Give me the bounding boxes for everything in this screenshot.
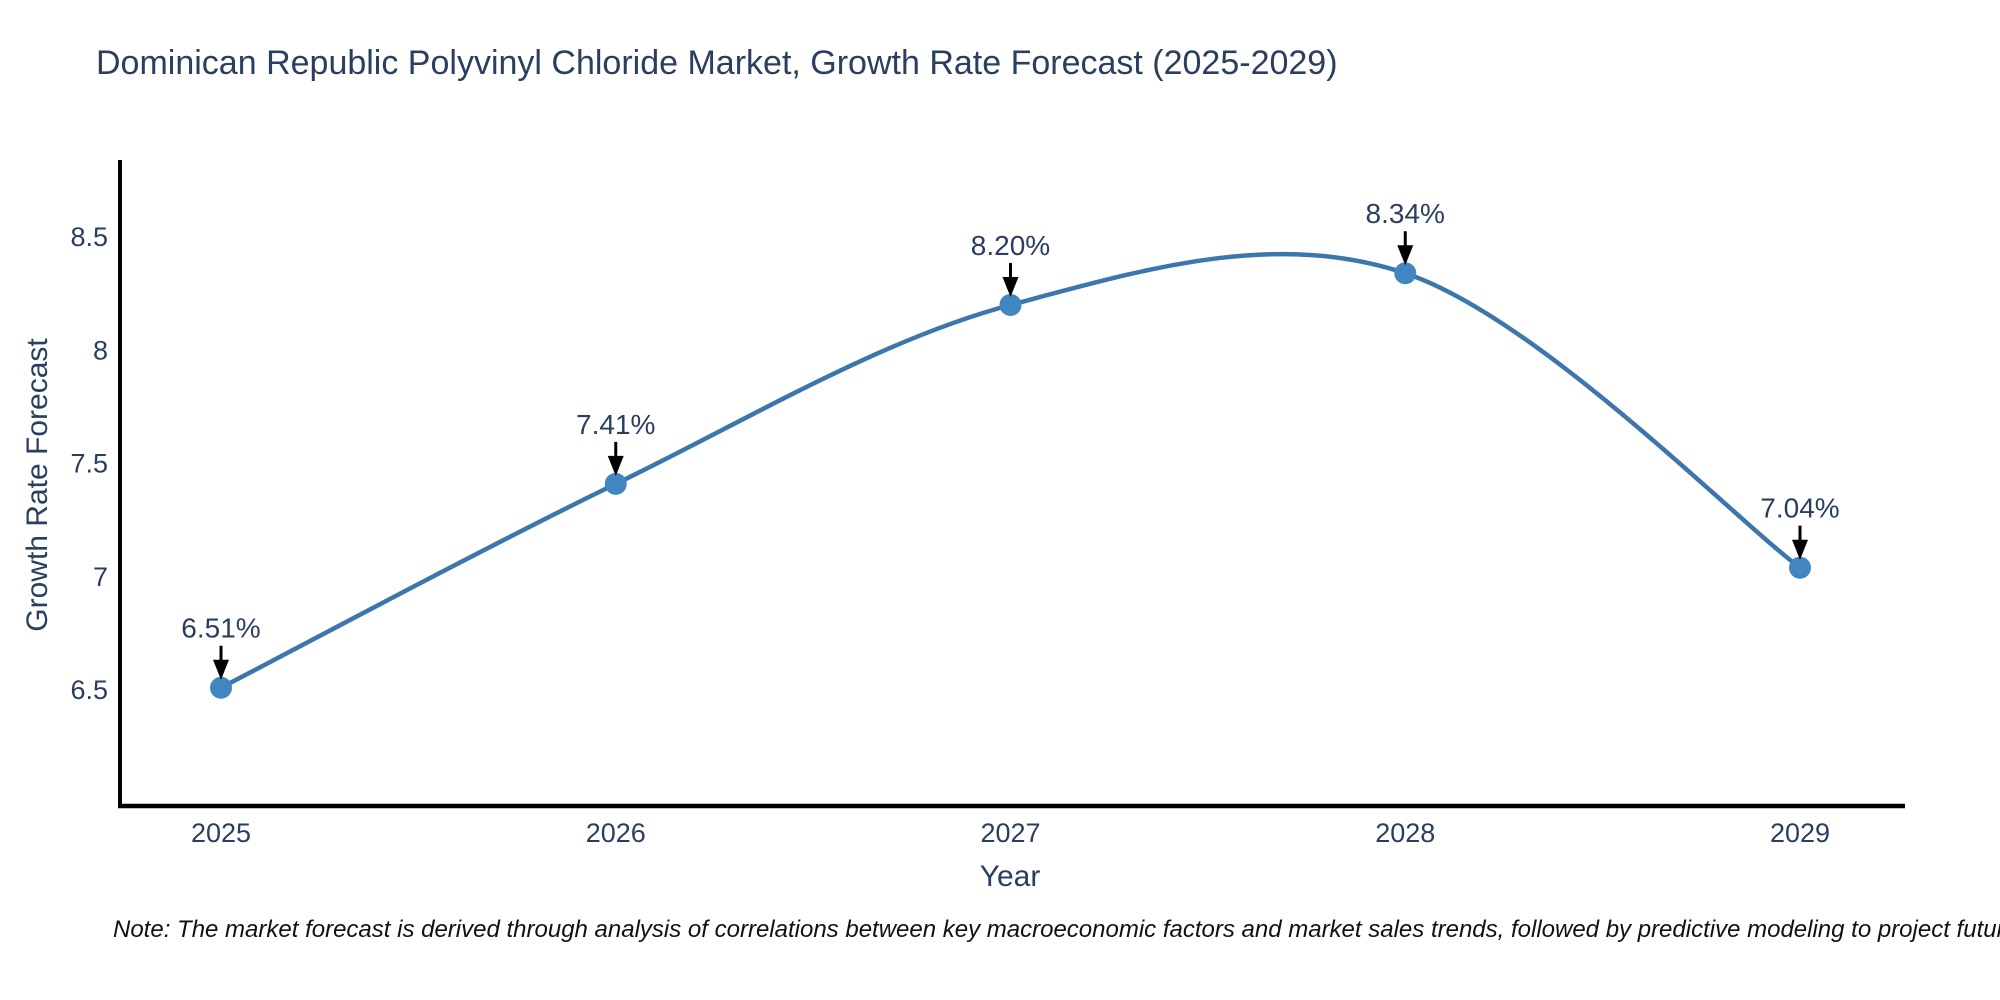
footnote: Note: The market forecast is derived thr… (113, 916, 2000, 943)
y-tick-label: 7 (93, 562, 108, 592)
y-axis-title: Growth Rate Forecast (21, 338, 54, 632)
x-tick-label: 2029 (1770, 818, 1830, 848)
data-point-annotation: 6.51% (181, 613, 261, 680)
annotation-arrowhead-icon (1397, 245, 1414, 266)
x-tick-label: 2025 (191, 818, 251, 848)
annotation-arrowhead-icon (1792, 539, 1808, 560)
annotation-arrowhead-icon (607, 455, 624, 476)
x-tick-label: 2026 (586, 818, 646, 848)
annotation-arrowhead-icon (213, 659, 229, 680)
y-tick-label: 8.5 (70, 222, 108, 252)
annotation-arrowhead-icon (1002, 276, 1019, 297)
x-axis-tick-labels: 2025 2026 2027 2028 2029 (191, 818, 1830, 848)
y-axis-tick-labels: 6.5 7 7.5 8 8.5 (70, 222, 108, 705)
data-point-annotation: 8.20% (971, 230, 1050, 297)
forecast-line (219, 251, 1802, 690)
x-tick-label: 2027 (980, 818, 1040, 848)
y-tick-label: 6.5 (70, 675, 108, 705)
data-point-annotation: 7.04% (1760, 493, 1840, 560)
forecast-point-markers (210, 262, 1811, 699)
data-point-label: 7.04% (1760, 493, 1839, 524)
chart-title: Dominican Republic Polyvinyl Chloride Ma… (96, 44, 1338, 82)
data-point-label: 8.20% (971, 230, 1050, 261)
y-tick-label: 7.5 (70, 449, 108, 479)
x-tick-label: 2028 (1375, 818, 1435, 848)
data-point-annotation: 8.34% (1366, 198, 1445, 266)
data-point-label: 8.34% (1366, 198, 1445, 229)
data-point-marker (999, 293, 1022, 316)
data-point-label: 6.51% (181, 613, 260, 644)
forecast-line-series (219, 251, 1802, 690)
data-point-marker (1394, 262, 1417, 285)
data-point-label: 7.41% (576, 409, 655, 440)
data-point-marker (210, 676, 232, 699)
data-point-annotations: 6.51% 7.41% 8.20% 8.34% 7.04% (181, 198, 1840, 680)
data-point-annotation: 7.41% (576, 409, 655, 476)
data-point-marker (604, 472, 627, 495)
x-axis-title: Year (979, 860, 1041, 893)
data-point-marker (1789, 556, 1811, 579)
y-tick-label: 8 (93, 335, 108, 365)
